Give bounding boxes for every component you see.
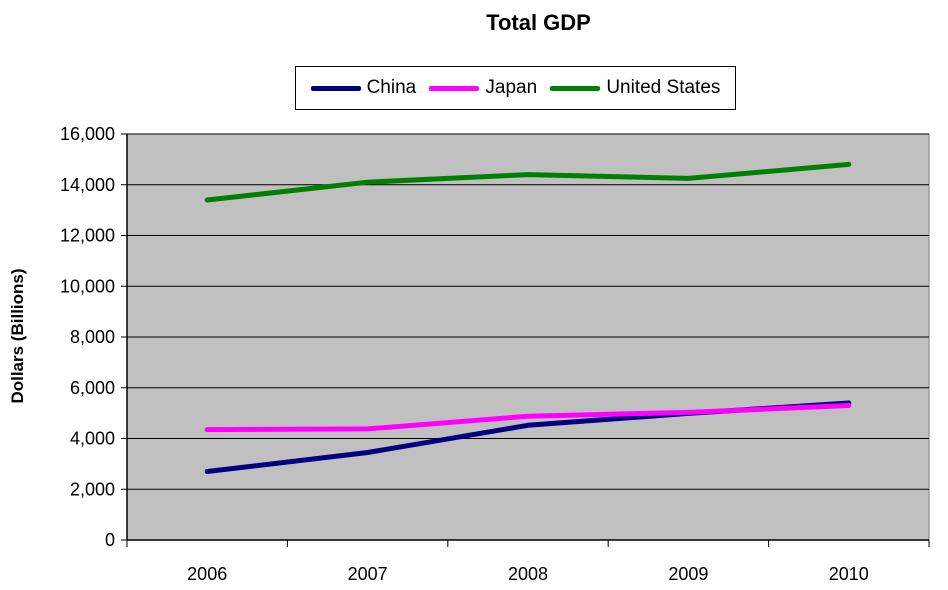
y-tick-label-2000: 2,000 [70,479,115,499]
legend-label-china: China [366,77,417,98]
y-tick-label-16000: 16,000 [60,124,115,144]
chart-title: Total GDP [486,10,591,35]
x-tick-label-2010: 2010 [829,564,869,584]
legend-label-united-states: United States [606,77,721,98]
legend-item-japan: Japan [429,77,537,99]
legend-item-china: China [310,77,417,99]
legend-label-japan: Japan [485,77,538,98]
x-tick-label-2009: 2009 [668,564,708,584]
legend-swatch-japan [429,85,480,91]
series-line-japan [204,403,852,433]
y-tick-label-8000: 8,000 [70,327,115,347]
y-tick-label-4000: 4,000 [70,429,115,449]
series-line-united-states [204,161,852,203]
legend-swatch-china [310,85,361,91]
y-tick-label-0: 0 [105,530,115,550]
legend-item-united-states: United States [550,77,720,99]
legend: China Japan United States [295,66,736,110]
y-tick-label-6000: 6,000 [70,378,115,398]
x-tick-label-2008: 2008 [508,564,548,584]
y-tick-label-12000: 12,000 [60,226,115,246]
x-tick-label-2006: 2006 [187,564,227,584]
y-tick-label-10000: 10,000 [60,276,115,296]
y-tick-label-14000: 14,000 [60,175,115,195]
legend-swatch-united-states [550,85,601,91]
x-tick-label-2007: 2007 [348,564,388,584]
